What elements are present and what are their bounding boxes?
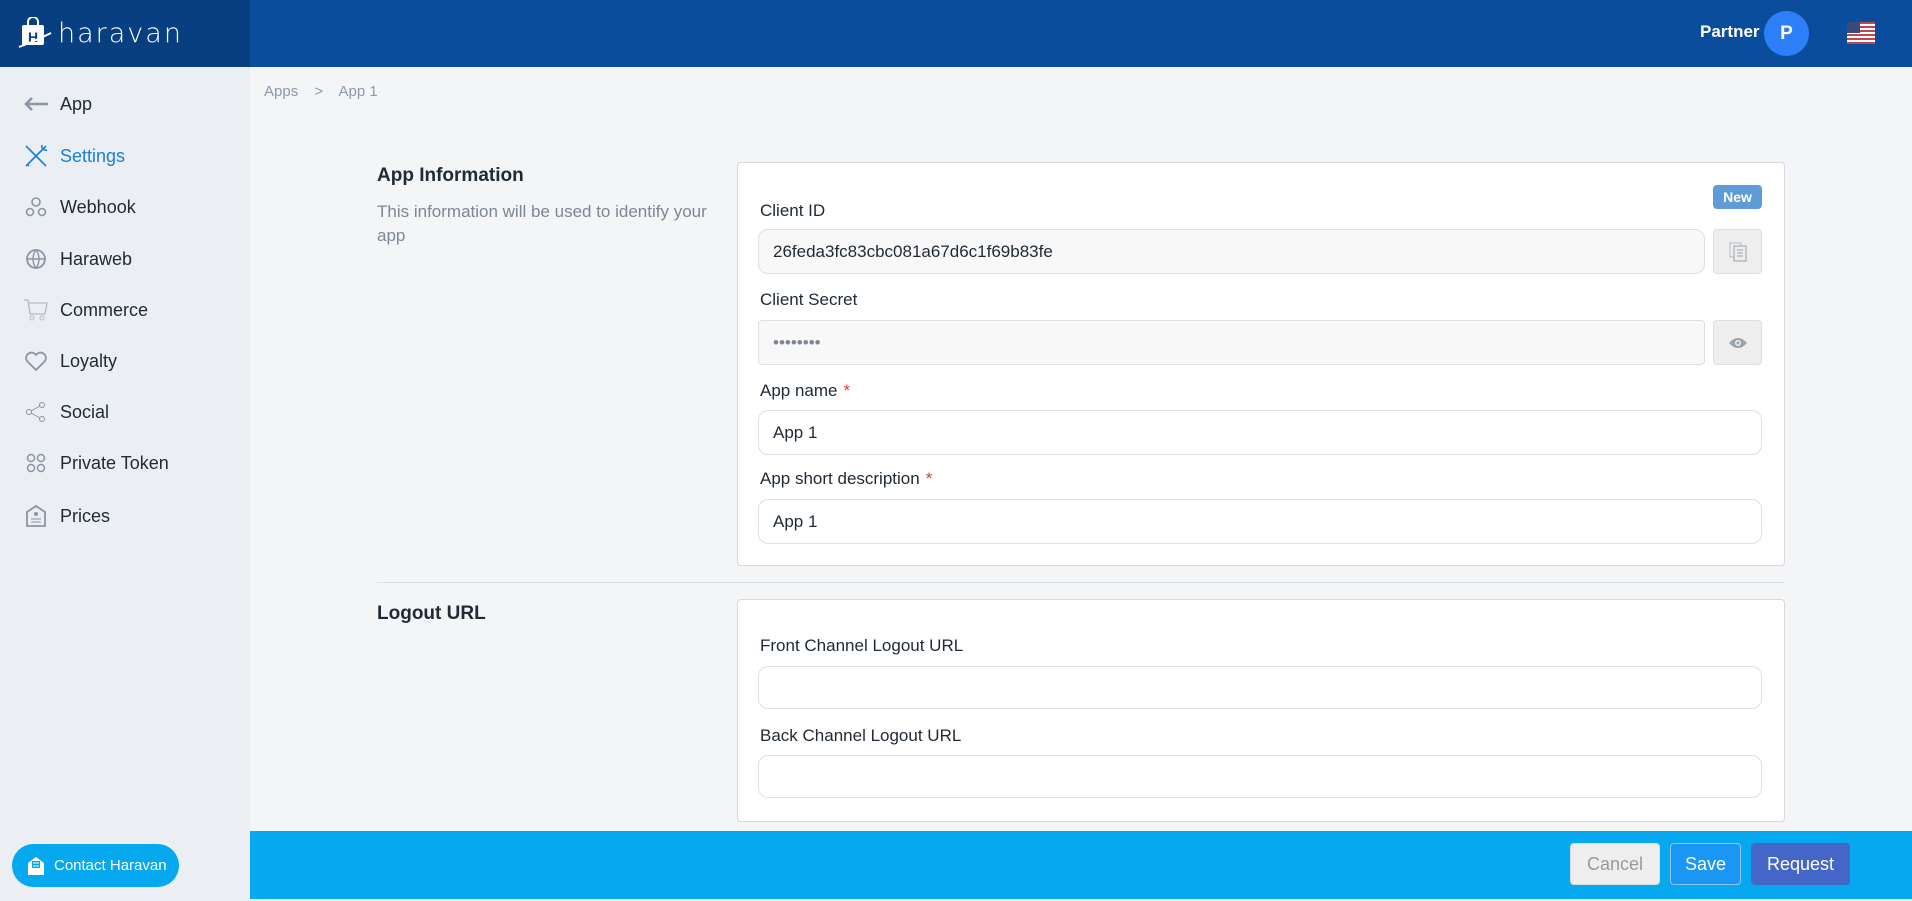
action-bar (250, 831, 1912, 899)
short-description-label: App short description * (760, 469, 932, 489)
client-id-label: Client ID (760, 201, 826, 220)
new-badge: New (1713, 185, 1762, 209)
circles-icon (22, 449, 50, 477)
tools-icon (22, 142, 50, 170)
client-id-field[interactable]: 26feda3fc83cbc081a67d6c1f69b83fe (758, 229, 1705, 274)
sidebar-item-loyalty[interactable]: Loyalty (0, 341, 250, 381)
cart-icon (22, 296, 50, 324)
sidebar-item-social[interactable]: Social (0, 392, 250, 432)
sidebar-item-label: Social (60, 401, 110, 422)
sidebar-item-label: Loyalty (60, 350, 118, 371)
sidebar-item-app[interactable]: App (0, 84, 250, 124)
sidebar-item-label: App (60, 93, 93, 114)
share-icon (22, 398, 50, 426)
haravan-bag-icon: H (18, 16, 52, 48)
sidebar: App Settings Webhook Haraweb Commerce Lo… (0, 67, 250, 901)
cancel-button[interactable]: Cancel (1570, 843, 1660, 885)
heart-icon (22, 347, 50, 375)
breadcrumb-current: App 1 (338, 83, 378, 100)
contact-haravan-button[interactable]: Contact Haravan (12, 844, 179, 887)
top-header: H haravan Partner P (0, 0, 1912, 67)
us-flag-icon[interactable] (1847, 22, 1875, 44)
avatar[interactable]: P (1764, 11, 1809, 56)
webhook-icon (22, 193, 50, 221)
sidebar-item-label: Haraweb (60, 248, 133, 269)
short-description-field[interactable]: App 1 (758, 499, 1762, 544)
front-channel-label: Front Channel Logout URL (760, 636, 964, 655)
save-button[interactable]: Save (1670, 843, 1741, 885)
short-description-label-text: App short description (760, 469, 920, 488)
price-tag-icon (22, 502, 50, 530)
section-divider (377, 582, 1785, 583)
request-button[interactable]: Request (1751, 843, 1850, 885)
sidebar-item-commerce[interactable]: Commerce (0, 290, 250, 330)
show-secret-button[interactable] (1713, 320, 1762, 365)
breadcrumb: Apps > App 1 (264, 83, 390, 100)
copy-button[interactable] (1713, 229, 1762, 274)
globe-icon (22, 245, 50, 273)
contact-mail-icon (28, 856, 44, 875)
app-information-description: This information will be used to identif… (377, 202, 707, 245)
contact-label: Contact Haravan (54, 857, 167, 874)
breadcrumb-separator: > (314, 83, 324, 100)
back-channel-logout-url-field[interactable] (758, 755, 1762, 798)
app-information-title: App Information (377, 165, 524, 186)
sidebar-item-label: Prices (60, 505, 111, 526)
copy-icon (1729, 242, 1746, 261)
sidebar-item-settings[interactable]: Settings (0, 136, 250, 176)
app-name-field[interactable]: App 1 (758, 410, 1762, 455)
svg-text:H: H (28, 29, 38, 45)
app-name-label-text: App name (760, 381, 838, 400)
sidebar-item-label: Commerce (60, 299, 149, 320)
client-secret-field[interactable]: •••••••• (758, 320, 1705, 365)
sidebar-item-prices[interactable]: Prices (0, 496, 250, 536)
logo[interactable]: H haravan (0, 0, 250, 67)
required-mark: * (843, 381, 851, 400)
sidebar-item-label: Private Token (60, 452, 169, 473)
front-channel-logout-url-field[interactable] (758, 666, 1762, 709)
sidebar-item-label: Settings (60, 145, 126, 166)
back-channel-label: Back Channel Logout URL (760, 726, 962, 745)
logout-url-title: Logout URL (377, 603, 486, 624)
required-mark: * (925, 469, 933, 488)
sidebar-item-haraweb[interactable]: Haraweb (0, 239, 250, 279)
sidebar-item-private-token[interactable]: Private Token (0, 443, 250, 483)
app-name-label: App name * (760, 381, 850, 401)
logo-text: haravan (58, 18, 183, 49)
partner-label: Partner (1700, 22, 1760, 41)
eye-icon (1728, 337, 1747, 348)
client-secret-label: Client Secret (760, 290, 858, 309)
sidebar-item-webhook[interactable]: Webhook (0, 187, 250, 227)
arrow-left-icon (22, 90, 50, 118)
sidebar-item-label: Webhook (60, 196, 136, 217)
breadcrumb-apps[interactable]: Apps (264, 83, 299, 100)
